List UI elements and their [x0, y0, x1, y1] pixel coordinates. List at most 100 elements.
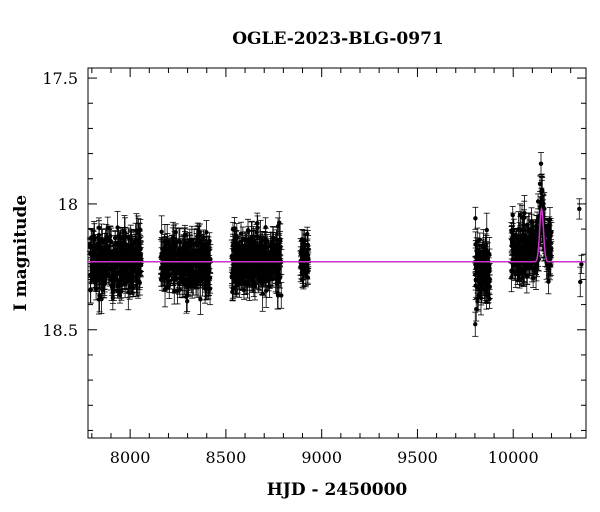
- data-point: [184, 298, 190, 304]
- data-point: [111, 274, 117, 279]
- data-point: [304, 250, 310, 256]
- data-point: [200, 252, 206, 258]
- data-point: [236, 264, 242, 270]
- data-point: [177, 287, 183, 292]
- data-point: [474, 248, 479, 253]
- data-point: [476, 256, 481, 261]
- data-point: [271, 262, 276, 267]
- data-point: [198, 297, 203, 302]
- data-point: [246, 263, 252, 268]
- data-point: [245, 227, 251, 233]
- data-point: [103, 266, 108, 271]
- data-point: [473, 277, 478, 282]
- data-point: [174, 239, 179, 245]
- data-point: [127, 284, 133, 289]
- data-point: [91, 234, 97, 239]
- data-point: [167, 282, 172, 287]
- data-point: [254, 269, 259, 274]
- data-point: [473, 322, 478, 327]
- data-point: [181, 256, 187, 261]
- data-point: [127, 264, 133, 270]
- data-point: [172, 288, 177, 294]
- data-point: [191, 241, 197, 247]
- data-point: [263, 274, 268, 279]
- data-point: [112, 235, 118, 241]
- data-point: [109, 285, 115, 290]
- data-point: [189, 273, 194, 279]
- data-point: [486, 265, 491, 271]
- data-point: [263, 288, 269, 293]
- data-point: [249, 278, 255, 283]
- data-points-layer: [87, 152, 585, 337]
- data-point: [270, 235, 276, 241]
- data-point: [242, 275, 248, 280]
- data-point: [114, 277, 119, 282]
- data-point: [96, 297, 102, 302]
- data-point: [122, 276, 127, 281]
- data-point: [108, 233, 113, 239]
- data-point: [277, 237, 283, 242]
- data-point: [259, 265, 264, 270]
- data-point: [244, 256, 250, 261]
- data-point: [162, 248, 167, 254]
- data-point: [189, 254, 195, 259]
- data-point: [254, 229, 259, 235]
- data-point: [159, 229, 164, 234]
- plot-frame: [87, 67, 587, 439]
- data-point: [128, 248, 133, 254]
- data-point: [93, 267, 99, 272]
- data-point: [276, 273, 281, 279]
- data-point: [484, 227, 489, 233]
- data-point: [173, 275, 179, 280]
- data-point: [204, 279, 209, 284]
- data-point: [137, 270, 143, 275]
- data-point: [484, 299, 489, 305]
- data-point: [159, 255, 165, 260]
- data-point: [201, 243, 206, 249]
- data-point: [125, 274, 131, 279]
- data-point: [122, 246, 128, 252]
- data-point: [192, 278, 197, 283]
- data-point: [97, 241, 102, 246]
- data-point: [112, 252, 118, 257]
- data-point: [479, 266, 485, 272]
- data-point: [268, 250, 274, 256]
- data-point: [234, 235, 240, 240]
- data-point: [97, 293, 102, 298]
- data-point: [476, 293, 481, 298]
- data-point: [107, 265, 113, 271]
- data-point: [179, 260, 185, 265]
- data-point: [473, 216, 478, 221]
- data-point: [170, 249, 175, 254]
- data-point: [275, 269, 280, 274]
- data-point: [242, 252, 247, 257]
- data-point: [103, 252, 108, 257]
- data-point: [229, 270, 235, 276]
- data-point: [158, 277, 164, 282]
- data-point: [230, 285, 236, 291]
- data-point: [93, 254, 98, 260]
- data-point: [116, 233, 121, 238]
- data-point: [248, 253, 253, 258]
- data-point: [255, 225, 260, 230]
- data-point: [194, 251, 199, 257]
- data-point: [182, 242, 188, 247]
- data-point: [245, 271, 251, 276]
- data-point: [185, 246, 190, 252]
- data-point: [191, 263, 197, 268]
- data-point: [267, 270, 273, 276]
- data-point: [263, 246, 269, 252]
- data-point: [279, 293, 284, 298]
- data-point: [275, 224, 281, 229]
- data-point: [230, 227, 236, 232]
- data-point: [275, 293, 281, 298]
- data-point: [250, 283, 255, 288]
- data-point: [135, 230, 140, 235]
- data-point: [183, 268, 189, 273]
- data-point: [483, 278, 488, 284]
- data-point: [164, 255, 169, 260]
- chart-title: OGLE-2023-BLG-0971: [232, 29, 444, 49]
- data-point: [136, 237, 141, 242]
- data-point: [232, 253, 238, 259]
